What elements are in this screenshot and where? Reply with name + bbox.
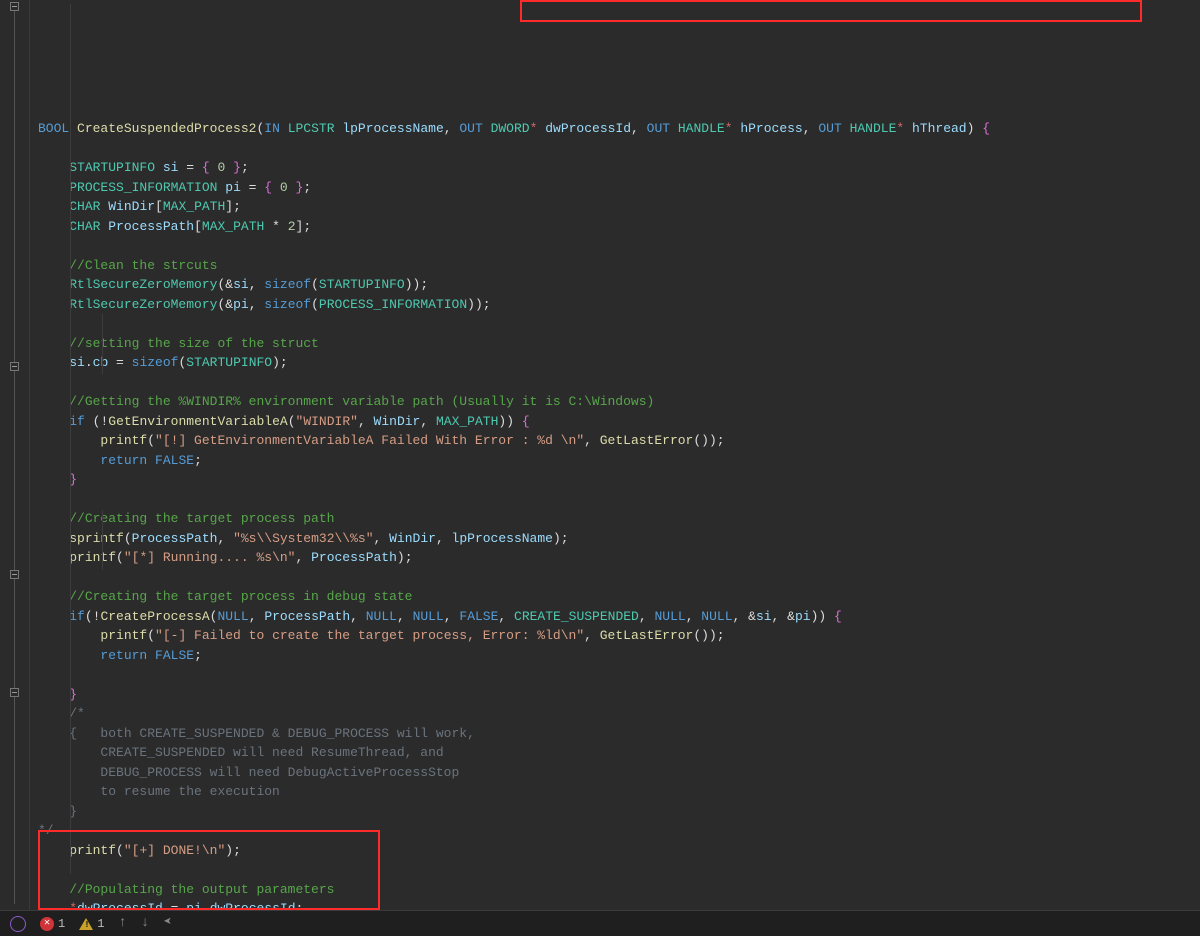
error-icon: ✕ [40, 917, 54, 931]
code-line[interactable]: } [38, 470, 1196, 490]
code-line[interactable]: CHAR ProcessPath[MAX_PATH * 2]; [38, 217, 1196, 237]
code-line[interactable]: return FALSE; [38, 646, 1196, 666]
fold-toggle-icon[interactable] [10, 570, 19, 579]
fold-toggle-icon[interactable] [10, 2, 19, 11]
code-line[interactable]: //Creating the target process in debug s… [38, 587, 1196, 607]
code-line[interactable]: RtlSecureZeroMemory(&pi, sizeof(PROCESS_… [38, 295, 1196, 315]
code-line[interactable] [38, 860, 1196, 880]
fold-toggle-icon[interactable] [10, 688, 19, 697]
fold-gutter [0, 0, 30, 910]
code-line[interactable]: si.cb = sizeof(STARTUPINFO); [38, 353, 1196, 373]
code-line[interactable]: sprintf(ProcessPath, "%s\\System32\\%s",… [38, 529, 1196, 549]
code-line[interactable]: //Getting the %WINDIR% environment varia… [38, 392, 1196, 412]
copilot-icon[interactable] [10, 916, 26, 932]
code-line[interactable]: DEBUG_PROCESS will need DebugActiveProce… [38, 763, 1196, 783]
code-line[interactable] [38, 490, 1196, 510]
nav-back-icon[interactable]: ➤ [163, 913, 171, 934]
code-editor[interactable]: BOOL CreateSuspendedProcess2(IN LPCSTR l… [0, 0, 1200, 910]
code-line[interactable] [38, 568, 1196, 588]
status-bar: ✕ 1 1 ↑ ↓ ➤ [0, 910, 1200, 936]
code-line[interactable]: */ [38, 821, 1196, 841]
code-line[interactable]: { both CREATE_SUSPENDED & DEBUG_PROCESS … [38, 724, 1196, 744]
fold-toggle-icon[interactable] [10, 362, 19, 371]
code-line[interactable]: printf("[+] DONE!\n"); [38, 841, 1196, 861]
warning-icon [79, 918, 93, 930]
error-count[interactable]: ✕ 1 [40, 915, 65, 933]
error-count-value: 1 [58, 915, 65, 933]
code-line[interactable]: if(!CreateProcessA(NULL, ProcessPath, NU… [38, 607, 1196, 627]
code-line[interactable]: //Populating the output parameters [38, 880, 1196, 900]
code-line[interactable]: BOOL CreateSuspendedProcess2(IN LPCSTR l… [38, 119, 1196, 139]
code-line[interactable] [38, 665, 1196, 685]
code-line[interactable]: //setting the size of the struct [38, 334, 1196, 354]
code-line[interactable]: CREATE_SUSPENDED will need ResumeThread,… [38, 743, 1196, 763]
code-line[interactable] [38, 314, 1196, 334]
code-line[interactable]: PROCESS_INFORMATION pi = { 0 }; [38, 178, 1196, 198]
code-line[interactable]: //Creating the target process path [38, 509, 1196, 529]
code-line[interactable]: CHAR WinDir[MAX_PATH]; [38, 197, 1196, 217]
warning-count[interactable]: 1 [79, 915, 104, 933]
code-line[interactable] [38, 373, 1196, 393]
code-line[interactable]: if (!GetEnvironmentVariableA("WINDIR", W… [38, 412, 1196, 432]
code-line[interactable]: STARTUPINFO si = { 0 }; [38, 158, 1196, 178]
code-line[interactable]: /* [38, 704, 1196, 724]
code-line[interactable]: printf("[*] Running.... %s\n", ProcessPa… [38, 548, 1196, 568]
code-line[interactable]: printf("[!] GetEnvironmentVariableA Fail… [38, 431, 1196, 451]
code-line[interactable]: //Clean the strcuts [38, 256, 1196, 276]
code-line[interactable]: *dwProcessId = pi.dwProcessId; [38, 899, 1196, 910]
nav-up-icon[interactable]: ↑ [118, 913, 126, 934]
code-area[interactable]: BOOL CreateSuspendedProcess2(IN LPCSTR l… [30, 0, 1200, 910]
warning-count-value: 1 [97, 915, 104, 933]
code-line[interactable]: RtlSecureZeroMemory(&si, sizeof(STARTUPI… [38, 275, 1196, 295]
nav-down-icon[interactable]: ↓ [141, 913, 149, 934]
code-line[interactable] [38, 236, 1196, 256]
code-line[interactable]: printf("[-] Failed to create the target … [38, 626, 1196, 646]
code-line[interactable] [38, 139, 1196, 159]
code-line[interactable]: return FALSE; [38, 451, 1196, 471]
code-line[interactable]: } [38, 802, 1196, 822]
code-line[interactable]: } [38, 685, 1196, 705]
code-line[interactable]: to resume the execution [38, 782, 1196, 802]
